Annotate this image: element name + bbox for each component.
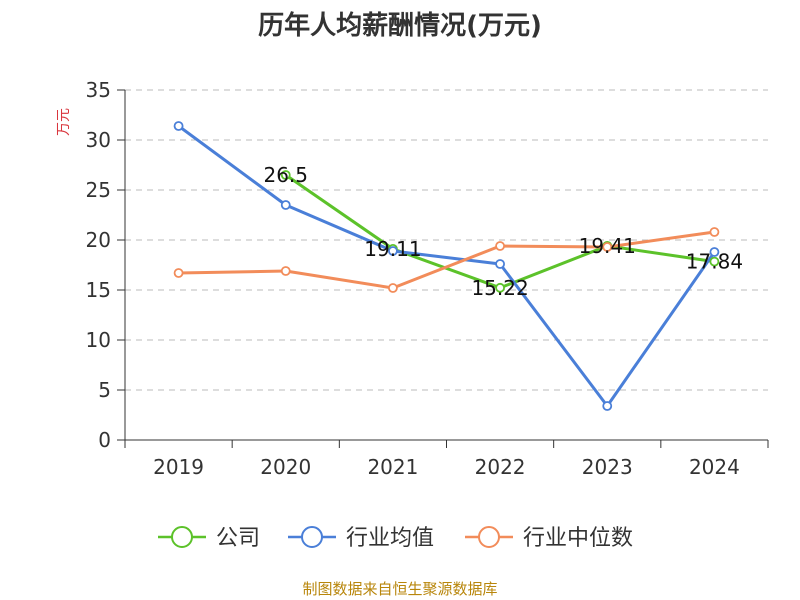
data-point [709,247,720,257]
data-point [388,246,398,256]
series-line-1 [177,124,716,408]
data-label: 26.5 [263,163,308,187]
data-label: 17.84 [686,250,743,274]
y-axis-label: 万元 [56,108,72,136]
data-point [602,242,613,252]
y-tick-label: 20 [86,228,111,252]
x-tick-label: 2021 [367,455,418,479]
data-point [495,241,505,251]
data-point [280,266,291,276]
data-point [709,227,720,237]
data-point [173,121,184,131]
y-tick-label: 15 [86,278,111,302]
data-point [495,282,505,293]
legend-label: 公司 [216,526,260,551]
legend-label: 行业均值 [346,526,434,551]
series-line-2 [178,230,715,290]
x-tick-label: 2022 [475,455,526,479]
y-tick-label: 35 [86,78,111,102]
y-tick-label: 5 [98,378,111,402]
chart-title: 历年人均薪酬情况(万元) [258,10,542,41]
data-labels: 26.5 19.11 15.22 19.41 17.84 [263,163,743,300]
data-point [388,283,398,293]
x-tick-label: 2019 [153,455,204,479]
data-point [280,200,291,210]
x-tick-label: 2024 [689,455,740,479]
data-label: 15.22 [471,276,528,300]
data-label: 19.11 [364,237,421,261]
axes: 0 5 10 15 20 25 30 35 2019 2020 2021 2022 2023 2024 [86,78,769,479]
legend: 公司 行业均值 行业中位数 [158,526,633,551]
data-point [602,401,613,411]
y-tick-label: 25 [86,178,111,202]
y-tick-label: 30 [86,128,111,152]
series-lines [177,124,716,408]
y-tick-label: 10 [86,328,111,352]
y-tick-label: 0 [98,428,111,452]
x-tick-label: 2020 [260,455,311,479]
x-tick-label: 2023 [582,455,633,479]
series-points [173,121,720,411]
data-point [709,256,720,267]
grid-lines [125,89,768,391]
legend-marker [478,526,500,548]
data-point [495,259,505,269]
legend-label: 行业中位数 [523,526,633,551]
data-label: 19.41 [579,234,636,258]
data-point [280,170,291,180]
legend-marker [301,526,323,548]
data-point [173,268,184,278]
source-note: 制图数据来自恒生聚源数据库 [302,580,497,598]
legend-marker [171,526,193,548]
